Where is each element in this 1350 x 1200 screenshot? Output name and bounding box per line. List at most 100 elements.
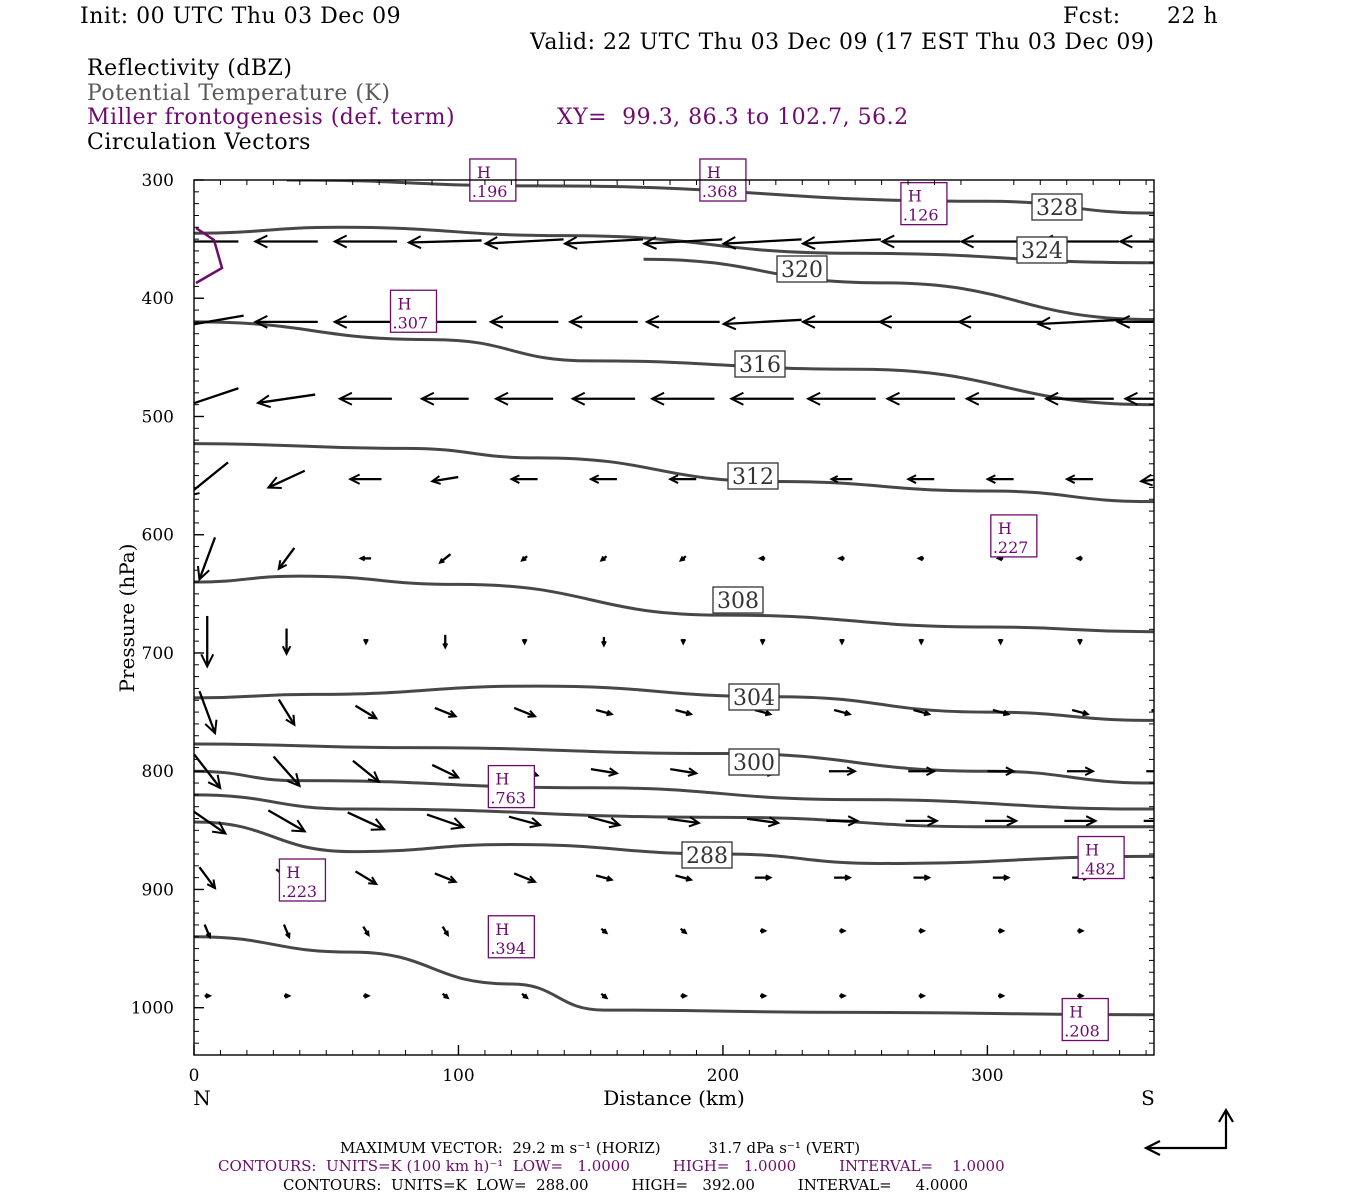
vector-head (985, 474, 996, 484)
circulation-vector (675, 708, 692, 716)
frontogenesis-max-tag: H (707, 163, 721, 182)
circulation-vector (913, 708, 930, 716)
forecast-hour: 22 h (1167, 4, 1219, 29)
frontogenesis-max-value: .482 (1080, 860, 1116, 879)
vector-head (493, 391, 509, 406)
theta-label: 300 (733, 751, 775, 776)
vector-head (370, 818, 387, 831)
vector-head (927, 815, 940, 827)
frontogenesis-max-value: .196 (472, 182, 508, 201)
plot-frame (193, 179, 1155, 1056)
frontogenesis-max-value: .394 (490, 939, 526, 958)
vector-head (800, 236, 816, 250)
vector-head (764, 709, 773, 717)
circulation-vector (644, 238, 723, 245)
circulation-vector (198, 536, 217, 580)
circulation-vector (667, 817, 700, 825)
theta-label: 288 (686, 844, 728, 869)
legend-frontogenesis: Miller frontogenesis (def. term) (87, 105, 456, 130)
vector-head (1084, 766, 1096, 777)
vector-head (680, 638, 687, 646)
theta-contour (194, 684, 1154, 722)
vector-head (1077, 638, 1083, 646)
cross-section-endpoints: XY= 99.3, 86.3 to 102.7, 56.2 (557, 105, 909, 130)
vector-head (829, 475, 839, 484)
theta-label: 316 (739, 353, 781, 378)
vector-head (509, 474, 520, 484)
vector-head (767, 816, 781, 828)
forecast-label: Fcst: (1063, 4, 1121, 29)
x-axis-title: Distance (km) (603, 1086, 745, 1110)
vector-head (765, 874, 773, 881)
theta-label: 328 (1036, 196, 1078, 221)
legend-theta: Potential Temperature (K) (87, 81, 391, 106)
vector-head (918, 638, 925, 646)
vector-head (488, 314, 504, 329)
vector-head (368, 710, 379, 720)
theta-contour (194, 820, 1154, 865)
vector-head (521, 638, 528, 646)
vector-head (529, 817, 543, 829)
vector-head (681, 992, 689, 999)
valid-time: Valid: 22 UTC Thu 03 Dec 09 (17 EST Thu … (530, 30, 1155, 55)
vector-head (644, 314, 660, 329)
circulation-vector (203, 924, 211, 938)
vector-head (285, 714, 296, 727)
vector-head (1002, 709, 1011, 717)
vector-head (285, 932, 291, 940)
vector-head (1043, 391, 1059, 406)
x-tick-label: 100 (442, 1066, 474, 1086)
vector-head (964, 391, 980, 406)
y-tick-label: 300 (142, 171, 174, 191)
circulation-vector (590, 767, 618, 775)
vector-head (483, 236, 499, 250)
theta-contour (194, 320, 1154, 407)
vector-head (847, 815, 860, 827)
vector-head (844, 709, 852, 717)
circulation-vector (277, 547, 296, 570)
y-tick-label: 700 (142, 644, 174, 664)
vector-head (721, 316, 737, 331)
circulation-vector (194, 314, 244, 326)
frontogenesis-max-tag: H (495, 920, 509, 939)
circulation-vector (354, 704, 377, 720)
theta-label-box (1016, 236, 1068, 264)
vector-head (194, 492, 200, 496)
circulation-vector (992, 708, 1009, 716)
vector-head (800, 314, 816, 329)
vector-head (668, 474, 679, 484)
frontogenesis-max-value: .126 (903, 206, 939, 225)
circulation-vector (198, 866, 216, 889)
y-tick-label: 800 (142, 762, 174, 782)
theta-label-box (681, 841, 733, 869)
vector-head (450, 817, 466, 830)
theta-label: 308 (717, 589, 759, 614)
circulation-vector (347, 811, 385, 831)
vector-head (844, 874, 852, 881)
vector-head (570, 391, 586, 406)
vector-head (448, 875, 458, 884)
vector-head (255, 394, 272, 409)
circulation-vector (746, 817, 779, 825)
vector-head (877, 314, 893, 329)
frontogenesis-max-box (990, 514, 1038, 558)
vector-head (601, 993, 609, 1000)
vector-head (1157, 556, 1161, 560)
vector-head (205, 932, 212, 940)
circulation-vector (194, 810, 227, 835)
vector-head (1118, 234, 1133, 249)
vector-head (880, 234, 895, 249)
vector-head (601, 928, 609, 935)
vector-head (1166, 816, 1175, 825)
theta-contour (194, 442, 1154, 504)
frontogenesis-max-value: .208 (1064, 1022, 1100, 1041)
vector-head (443, 993, 450, 1000)
vector-head (846, 766, 858, 777)
circulation-vector (194, 753, 222, 789)
theta-label-box (776, 255, 828, 283)
vector-head (1138, 473, 1153, 487)
circulation-vector (802, 238, 881, 245)
vector-head (200, 653, 215, 669)
frontogenesis-max-box (487, 764, 536, 809)
vector-head (368, 876, 379, 886)
